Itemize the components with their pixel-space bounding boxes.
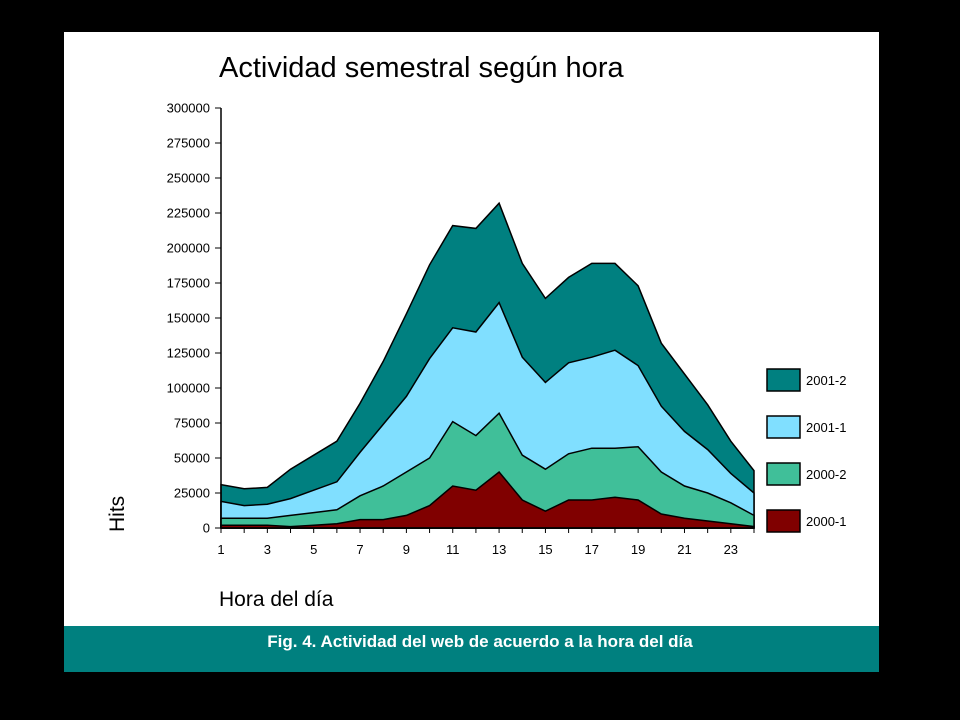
axes: 0 25000 50000 75000 100000 125000 150000 175000… (167, 100, 755, 557)
x-tick-label: 3 (264, 542, 271, 557)
area-series-2000-1 (220, 470, 755, 529)
legend: 2001-2 2001-1 2000-2 2000-1 (766, 368, 846, 533)
y-tick-label: 125000 (167, 345, 210, 360)
x-axis-label: Hora del día (219, 588, 334, 611)
x-tick-label: 9 (403, 542, 410, 557)
y-tick-label: 275000 (167, 135, 210, 150)
legend-swatch-2001-2 (766, 368, 801, 392)
figure-caption: Fig. 4. Actividad del web de acuerdo a l… (267, 632, 693, 651)
legend-label-2001-2: 2001-2 (806, 373, 846, 388)
y-tick-label: 175000 (167, 275, 210, 290)
caption-bar (64, 626, 879, 672)
x-tick-label: 11 (446, 542, 460, 557)
x-tick-label: 1 (217, 542, 224, 557)
y-tick-label: 150000 (167, 310, 210, 325)
x-tick-label: 7 (356, 542, 363, 557)
legend-swatch-2000-2 (766, 462, 801, 486)
y-tick-label: 25000 (174, 485, 210, 500)
y-axis-label: Hits (106, 495, 129, 532)
x-tick-label: 23 (724, 542, 738, 557)
y-tick-label: 250000 (167, 170, 210, 185)
y-tick-label: 100000 (167, 380, 210, 395)
area-layers (220, 201, 755, 529)
x-tick-label: 17 (585, 542, 599, 557)
x-tick-label: 21 (677, 542, 691, 557)
y-tick-label: 0 (203, 520, 210, 535)
x-tick-label: 15 (538, 542, 552, 557)
legend-swatch-2001-1 (766, 415, 801, 439)
x-tick-label: 5 (310, 542, 317, 557)
chart-title: Actividad semestral según hora (219, 52, 624, 84)
legend-label-2001-1: 2001-1 (806, 420, 846, 435)
x-tick-label: 13 (492, 542, 506, 557)
y-tick-label: 200000 (167, 240, 210, 255)
legend-label-2000-2: 2000-2 (806, 467, 846, 482)
y-tick-label: 300000 (167, 100, 210, 115)
x-tick-label: 19 (631, 542, 645, 557)
y-tick-label: 225000 (167, 205, 210, 220)
legend-swatch-2000-1 (766, 509, 801, 533)
y-tick-label: 50000 (174, 450, 210, 465)
legend-label-2000-1: 2000-1 (806, 514, 846, 529)
y-tick-label: 75000 (174, 415, 210, 430)
